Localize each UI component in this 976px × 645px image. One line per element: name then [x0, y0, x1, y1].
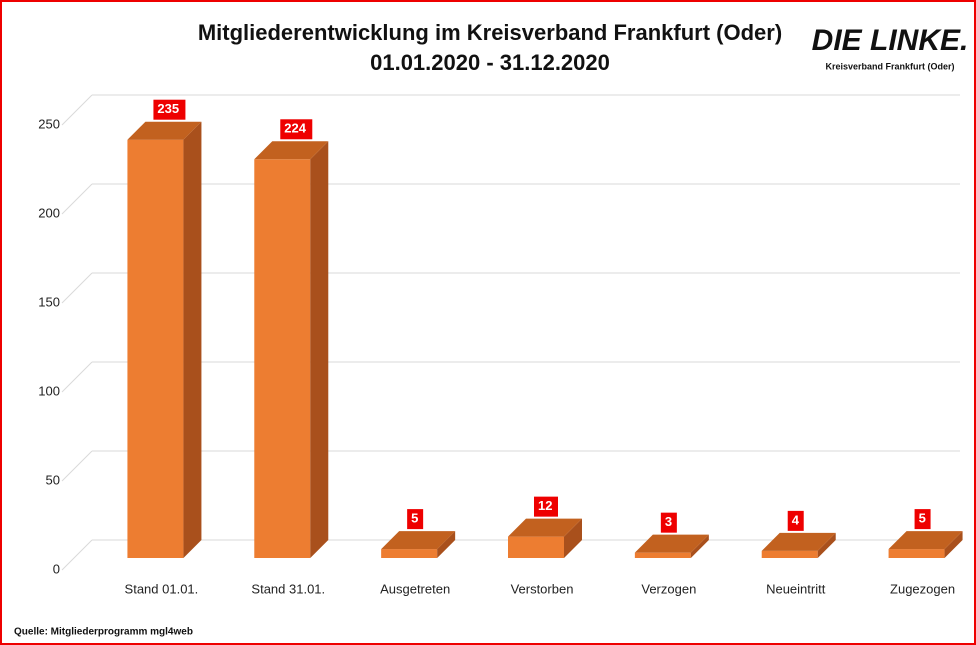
value-label-box	[534, 496, 558, 517]
value-label-box	[153, 99, 186, 120]
bar-front	[381, 549, 438, 558]
chart-title: Mitgliederentwicklung im Kreisverband Fr…	[198, 20, 782, 45]
value-label-box	[660, 512, 677, 533]
source: Quelle: Mitgliederprogramm mgl4web	[14, 627, 193, 638]
value-label: 5	[411, 511, 418, 526]
bar-side	[183, 121, 202, 558]
y-tick-label: 200	[38, 205, 60, 220]
bar-top	[508, 518, 582, 537]
grid-line	[61, 94, 93, 126]
grid-line	[61, 450, 93, 482]
x-tick-label: Verstorben	[511, 581, 574, 596]
logo-subtitle: Kreisverband Frankfurt (Oder)	[825, 61, 954, 71]
bar-front	[508, 536, 564, 558]
logo: DIE LINKE.	[812, 24, 969, 57]
x-tick-label: Stand 31.01.	[251, 581, 325, 596]
bar-front	[127, 139, 184, 558]
grid-line	[61, 361, 93, 393]
value-label-box	[914, 509, 931, 530]
value-label: 12	[538, 498, 552, 513]
value-label-box	[787, 510, 804, 531]
grid-line	[61, 183, 93, 215]
value-label: 3	[665, 514, 672, 529]
bar-side	[310, 141, 329, 558]
bar-side	[564, 518, 582, 558]
grid-line	[61, 272, 93, 304]
bar-top	[761, 532, 836, 551]
bar-side	[817, 532, 836, 558]
chart-subtitle: 01.01.2020 - 31.12.2020	[370, 50, 610, 75]
bar-side	[944, 531, 963, 558]
x-tick-label: Neueintritt	[766, 581, 826, 596]
bar-front	[254, 159, 311, 558]
y-tick-label: 50	[46, 472, 60, 487]
bar-top	[381, 531, 456, 550]
grid-line	[61, 539, 93, 571]
bar-top	[634, 534, 709, 553]
bar-top	[127, 121, 202, 140]
bar-side	[690, 534, 709, 558]
x-tick-label: Verzogen	[641, 581, 696, 596]
bar-top	[888, 531, 963, 550]
y-tick-label: 150	[38, 294, 60, 309]
x-tick-label: Ausgetreten	[380, 581, 450, 596]
value-label: 5	[919, 511, 926, 526]
x-tick-label: Stand 01.01.	[125, 581, 199, 596]
bar-front	[634, 552, 691, 558]
bar-front	[761, 550, 818, 558]
value-label: 235	[157, 101, 179, 116]
value-label: 224	[284, 121, 306, 136]
y-tick-label: 100	[38, 383, 60, 398]
bar-front	[888, 549, 945, 558]
bar-side	[437, 531, 456, 558]
value-label: 4	[792, 512, 800, 527]
y-tick-label: 0	[53, 561, 60, 576]
value-label-box	[280, 119, 313, 140]
value-label-box	[407, 509, 424, 530]
bar-top	[254, 141, 329, 160]
y-tick-label: 250	[38, 116, 60, 131]
x-tick-label: Zugezogen	[890, 581, 955, 596]
